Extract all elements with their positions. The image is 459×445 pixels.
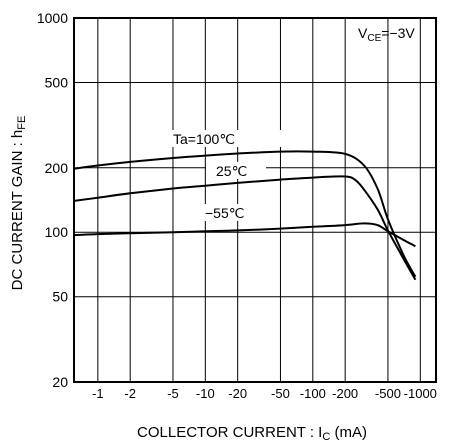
x-tick-label: -50 [271, 386, 290, 401]
x-tick-label: -500 [375, 386, 401, 401]
y-tick-label: 100 [45, 224, 69, 240]
plot-frame [73, 17, 437, 383]
y-axis-title-sub: FE [16, 116, 28, 130]
series-line-25 [73, 175, 417, 281]
x-tick-label: -100 [300, 386, 326, 401]
x-tick-label: -1 [92, 386, 104, 401]
x-tick-label: -200 [332, 386, 358, 401]
grid-lines [74, 18, 436, 382]
x-axis-title-unit: (mA) [330, 424, 367, 441]
y-axis-title-main: DC CURRENT GAIN : h [9, 130, 26, 291]
x-axis-title-sub: C [322, 431, 330, 443]
series-line-minus55 [73, 222, 416, 248]
x-tick-label: -20 [228, 386, 247, 401]
vce-condition-value: =−3V [381, 25, 415, 41]
x-tick-label: -1000 [404, 386, 437, 401]
x-tick-label: -5 [167, 386, 179, 401]
x-tick-labels: -1 -2 -5 -10 -20 -50 -100 -200 -500 -1000 [92, 386, 437, 401]
vce-condition-v: V [358, 25, 368, 41]
vce-condition: VCE=−3V [358, 25, 415, 44]
y-tick-label: 500 [45, 74, 69, 90]
label-mask-minus55 [199, 204, 259, 221]
y-tick-label: 200 [45, 160, 69, 176]
series-label-25: 25℃ [216, 163, 247, 179]
x-axis-title: COLLECTOR CURRENT : IC (mA) [137, 424, 367, 443]
y-tick-labels: 20 50 100 200 500 1000 [37, 10, 68, 390]
x-axis-title-main: COLLECTOR CURRENT : I [137, 424, 322, 441]
series-label-ta-100: Ta=100℃ [173, 131, 235, 147]
y-tick-label: 1000 [37, 10, 68, 26]
label-mask-25 [206, 162, 266, 179]
vce-condition-sub: CE [367, 33, 381, 44]
x-tick-label: -10 [196, 386, 215, 401]
x-tick-label: -2 [124, 386, 136, 401]
y-tick-label: 20 [52, 374, 68, 390]
label-mask-100 [166, 130, 294, 147]
series-curves [73, 150, 417, 281]
series-line-ta-100 [73, 150, 417, 278]
series-label-minus55: −55℃ [205, 205, 244, 221]
y-tick-label: 50 [52, 289, 68, 305]
y-axis-title: DC CURRENT GAIN : hFE [9, 116, 28, 291]
